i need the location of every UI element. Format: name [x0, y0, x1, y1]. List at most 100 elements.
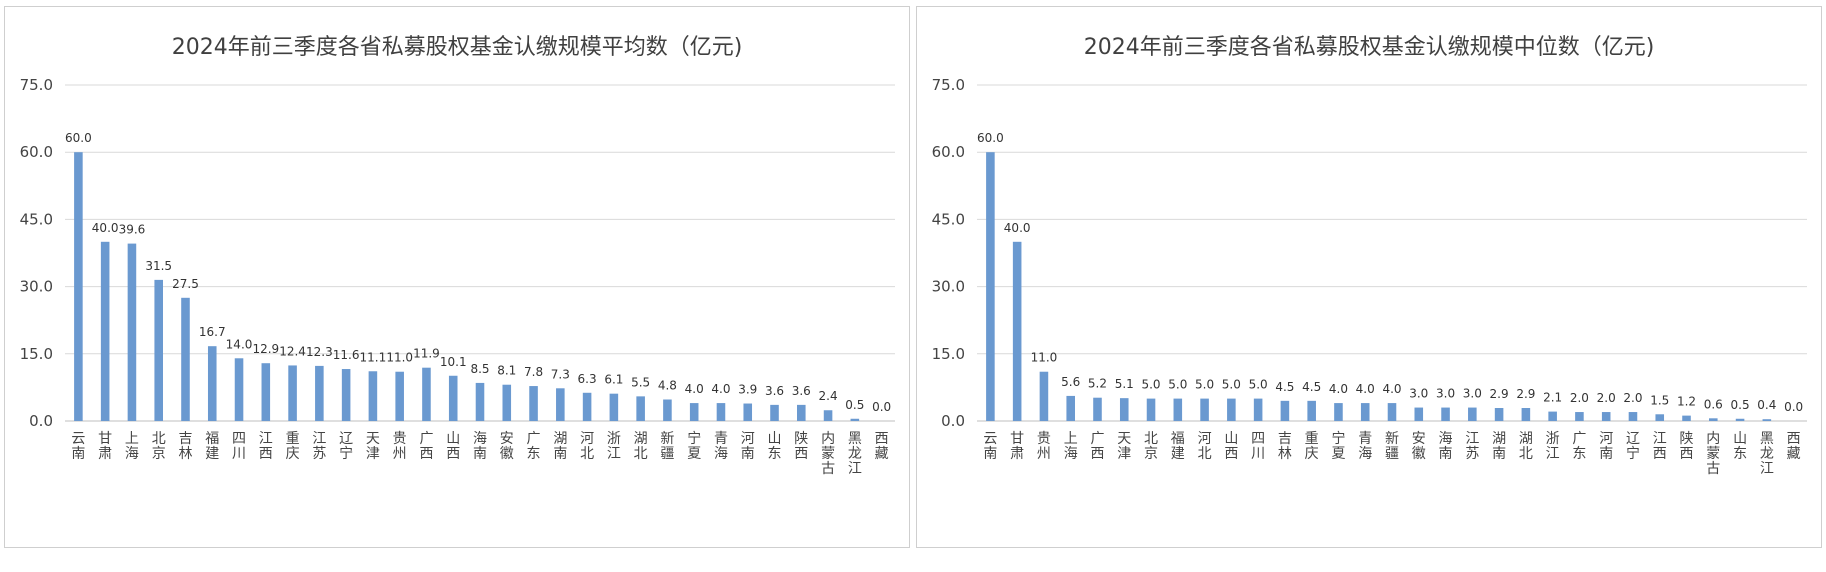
- x-tick-label: 江西: [259, 431, 273, 462]
- x-tick-label: 湖南: [1492, 431, 1506, 462]
- data-label: 27.5: [172, 277, 199, 291]
- y-tick-label: 45.0: [932, 210, 965, 228]
- data-label: 3.6: [792, 384, 811, 398]
- bar: [100, 241, 110, 421]
- x-tick-label: 西藏: [875, 431, 889, 462]
- x-tick-label: 湖北: [634, 431, 648, 462]
- x-tick-label: 江苏: [312, 431, 326, 462]
- x-tick-label: 浙江: [607, 431, 621, 462]
- x-tick-label: 贵州: [393, 431, 407, 462]
- data-label: 8.5: [470, 362, 489, 376]
- data-label: 5.0: [1249, 378, 1268, 392]
- data-label: 4.0: [1356, 382, 1375, 396]
- x-tick-label: 江苏: [1465, 431, 1479, 462]
- x-tick-label: 黑龙江: [1760, 431, 1774, 477]
- x-tick-label: 四川: [232, 431, 246, 462]
- data-label: 12.9: [252, 342, 279, 356]
- x-tick-label: 海南: [473, 431, 487, 462]
- bar: [1200, 398, 1209, 421]
- bar: [1735, 418, 1745, 421]
- bar: [1227, 398, 1236, 421]
- data-label: 3.0: [1436, 387, 1455, 401]
- bar: [1280, 400, 1290, 421]
- bar: [663, 399, 672, 421]
- x-tick-label: 黑龙江: [848, 431, 862, 477]
- bar: [689, 403, 699, 421]
- bar: [1066, 395, 1075, 421]
- bar: [1575, 412, 1584, 421]
- x-tick-label: 西藏: [1787, 431, 1801, 462]
- bar: [609, 393, 619, 421]
- x-tick-label: 福建: [1171, 431, 1185, 462]
- bar: [1548, 411, 1557, 421]
- y-tick-label: 30.0: [932, 278, 965, 296]
- y-tick-label: 75.0: [20, 76, 53, 94]
- data-label: 40.0: [1004, 221, 1031, 235]
- bar: [636, 396, 645, 421]
- bar: [1173, 398, 1183, 421]
- x-tick-label: 内蒙古: [1706, 431, 1720, 477]
- x-tick-label: 安徽: [500, 431, 514, 462]
- y-tick-label: 75.0: [932, 76, 965, 94]
- x-tick-label: 云南: [983, 431, 997, 462]
- x-tick-label: 湖南: [553, 431, 567, 462]
- bar: [1521, 408, 1531, 421]
- bar: [1628, 412, 1638, 421]
- x-tick-label: 山东: [1733, 431, 1747, 462]
- bar: [1601, 412, 1611, 421]
- data-label: 0.5: [1731, 398, 1750, 412]
- data-label: 2.1: [1543, 391, 1562, 405]
- x-tick-label: 天津: [366, 431, 380, 462]
- chart-title: 2024年前三季度各省私募股权基金认缴规模中位数（亿元): [1083, 35, 1655, 60]
- x-tick-label: 重庆: [1305, 431, 1319, 462]
- x-tick-label: 贵州: [1037, 431, 1051, 462]
- bar: [74, 152, 83, 421]
- x-tick-label: 广西: [419, 431, 433, 462]
- data-label: 12.4: [279, 344, 306, 358]
- data-label: 0.6: [1704, 397, 1723, 411]
- x-tick-label: 重庆: [286, 431, 300, 462]
- chart-panel-median: 2024年前三季度各省私募股权基金认缴规模中位数（亿元) 0.0 15.0 30.0…: [916, 6, 1822, 548]
- data-label: 2.9: [1516, 387, 1535, 401]
- bar: [986, 152, 995, 421]
- x-tick-label: 上海: [1064, 431, 1078, 462]
- bar: [1762, 419, 1772, 421]
- data-label: 14.0: [226, 337, 253, 351]
- data-label: 5.1: [1115, 377, 1134, 391]
- y-tick-label: 45.0: [20, 210, 53, 228]
- data-label: 4.0: [685, 382, 704, 396]
- data-label: 8.1: [497, 364, 516, 378]
- bar: [1655, 414, 1665, 421]
- bar: [1093, 397, 1102, 421]
- x-tick-label: 河南: [1599, 431, 1613, 462]
- data-label: 5.5: [631, 375, 650, 389]
- y-tick-label: 15.0: [932, 345, 965, 363]
- data-label: 4.0: [1329, 382, 1348, 396]
- x-tick-label: 辽宁: [1626, 431, 1640, 462]
- bar: [1039, 371, 1049, 421]
- data-label: 60.0: [65, 131, 92, 145]
- data-label: 2.0: [1570, 391, 1589, 405]
- bar: [850, 418, 860, 421]
- data-label: 6.3: [578, 372, 597, 386]
- x-tick-label: 青海: [1358, 431, 1372, 462]
- x-tick-label: 甘肃: [98, 431, 112, 462]
- bar: [368, 371, 378, 421]
- bar-chart-median: 0.0 15.0 30.0 45.0 60.0 75.0 60.0 云南 40.0 甘肃 11.0 贵…: [932, 76, 1807, 477]
- x-tick-label: 北京: [1144, 431, 1158, 462]
- x-tick-label: 山西: [446, 431, 460, 462]
- bar: [556, 388, 565, 421]
- bar: [315, 365, 324, 421]
- x-tick-label: 河南: [741, 431, 755, 462]
- bar: [207, 346, 217, 421]
- data-label: 4.5: [1275, 380, 1294, 394]
- chart-panel-average: 2024年前三季度各省私募股权基金认缴规模平均数（亿元) 0.0 15.0 30.0…: [4, 6, 910, 548]
- data-label: 1.5: [1650, 393, 1669, 407]
- x-tick-label: 吉林: [178, 431, 192, 462]
- x-tick-label: 山西: [1224, 431, 1238, 462]
- data-label: 60.0: [977, 131, 1004, 145]
- y-tick-label: 0.0: [941, 412, 965, 430]
- data-label: 2.0: [1597, 391, 1616, 405]
- x-tick-label: 福建: [205, 431, 219, 462]
- bar: [154, 279, 163, 421]
